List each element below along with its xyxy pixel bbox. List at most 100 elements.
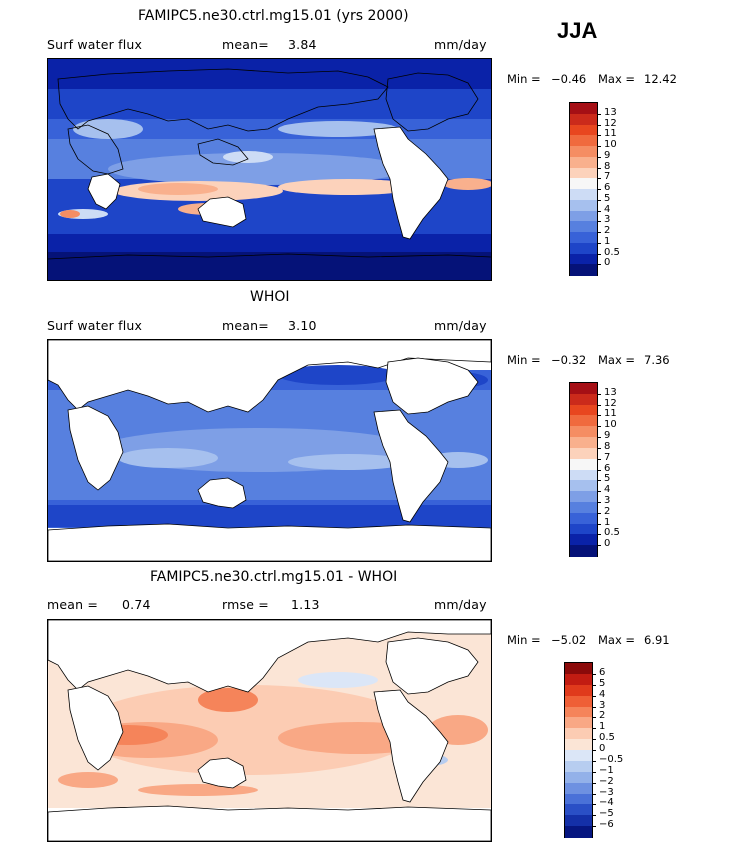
panel1-title: FAMIPC5.ne30.ctrl.mg15.01 (yrs 2000) — [138, 8, 409, 24]
panel3-mean-label: mean = — [47, 597, 99, 612]
colorbar-tick — [597, 458, 601, 460]
colorbar-tick — [597, 523, 601, 525]
colorbar-tick-label: 5 — [599, 677, 606, 689]
colorbar-tick — [597, 199, 601, 201]
colorbar-segment — [570, 480, 597, 492]
colorbar-tick-label: 9 — [604, 149, 611, 161]
colorbar-tick-label: −0.5 — [599, 753, 624, 765]
colorbar-segment — [570, 469, 597, 481]
colorbar-tick-label: 3 — [604, 494, 611, 506]
colorbar-segment — [570, 124, 597, 136]
colorbar-segment — [565, 750, 592, 762]
colorbar-tick-label: 7 — [604, 171, 611, 183]
colorbar-tick — [597, 146, 601, 147]
colorbar-tick — [597, 156, 601, 158]
colorbar-tick-label: 2 — [604, 505, 611, 517]
colorbar-segment — [570, 264, 597, 276]
colorbar-segment — [570, 167, 597, 179]
colorbar-tick-label: 0.5 — [604, 246, 620, 258]
colorbar-tick — [597, 124, 601, 126]
colorbar-tick-label: 5 — [604, 192, 611, 204]
colorbar-tick — [597, 415, 601, 417]
colorbar-segment — [565, 771, 592, 784]
colorbar-tick — [597, 437, 601, 439]
colorbar-tick-label: 6 — [604, 462, 611, 474]
colorbar-tick-label: 1 — [599, 721, 606, 733]
colorbar-tick-label: 0.5 — [604, 527, 620, 539]
colorbar-tick-label: 3 — [604, 214, 611, 226]
colorbar-tick — [592, 717, 596, 719]
panel3-min-label: Min = — [507, 633, 541, 647]
panel3-rmse-label: rmse = — [222, 597, 269, 612]
colorbar-tick — [597, 264, 601, 266]
colorbar-segment — [570, 512, 597, 525]
colorbar-tick — [592, 793, 596, 795]
colorbar-segment — [570, 199, 597, 211]
colorbar-tick-label: −6 — [599, 819, 614, 831]
colorbar-segment — [570, 242, 597, 254]
panel1-colorbar — [569, 102, 601, 276]
colorbar-tick-label: 0 — [604, 538, 611, 550]
colorbar-tick — [592, 695, 596, 697]
panel2-max-label: Max = — [598, 353, 636, 367]
colorbar-tick — [597, 512, 601, 514]
colorbar-segment — [570, 221, 597, 233]
colorbar-segment — [570, 210, 597, 222]
colorbar-segment — [570, 178, 597, 190]
colorbar-tick-label: −5 — [599, 808, 614, 820]
colorbar-tick-label: −3 — [599, 786, 614, 798]
colorbar-tick — [592, 684, 596, 686]
colorbar-tick — [597, 545, 601, 547]
colorbar-tick — [597, 447, 601, 449]
colorbar-segment — [570, 146, 597, 158]
colorbar-segment — [570, 232, 597, 244]
colorbar-tick-label: 12 — [604, 117, 617, 129]
colorbar-segment — [570, 383, 597, 395]
colorbar-segment — [565, 793, 592, 805]
colorbar-tick-label: 0 — [599, 743, 606, 754]
colorbar-segment — [570, 437, 597, 449]
colorbar-segment — [570, 404, 597, 416]
colorbar-segment — [570, 458, 597, 470]
colorbar-tick-label: 4 — [599, 688, 606, 700]
colorbar-tick — [597, 113, 601, 115]
colorbar-segment — [570, 545, 597, 557]
colorbar-segment — [570, 189, 597, 201]
colorbar-tick — [597, 480, 601, 482]
colorbar-tick-label: 7 — [604, 451, 611, 463]
colorbar-tick — [597, 221, 601, 223]
panel3-min-value: −5.02 — [551, 633, 587, 647]
panel3-map — [47, 619, 492, 842]
panel1-mean-value: 3.84 — [288, 37, 317, 52]
colorbar-segment — [570, 135, 597, 147]
colorbar-segment — [565, 673, 592, 686]
colorbar-tick-label: −4 — [599, 797, 614, 809]
panel3-mean-value: 0.74 — [122, 597, 151, 612]
colorbar-tick-label: 8 — [604, 440, 611, 452]
panel3-units: mm/day — [434, 597, 487, 612]
panel2-min-label: Min = — [507, 353, 541, 367]
colorbar-segment — [570, 426, 597, 438]
colorbar-tick — [597, 178, 601, 180]
colorbar-tick-label: 2 — [599, 710, 606, 722]
panel1-mean-label: mean= — [222, 37, 269, 52]
colorbar-segment — [570, 447, 597, 460]
colorbar-segment — [565, 826, 592, 838]
panel3-title: FAMIPC5.ne30.ctrl.mg15.01 - WHOI — [150, 569, 398, 585]
colorbar-tick-label: 0 — [604, 257, 611, 269]
colorbar-tick — [597, 232, 601, 233]
colorbar-tick — [597, 135, 601, 137]
panel1-max-label: Max = — [598, 72, 636, 86]
colorbar-segment — [565, 706, 592, 718]
colorbar-tick — [597, 491, 601, 493]
panel3-max-value: 6.91 — [644, 633, 670, 647]
colorbar-tick — [597, 393, 601, 395]
colorbar-segment — [565, 804, 592, 816]
colorbar-tick — [592, 750, 596, 751]
season-label: JJA — [557, 18, 598, 43]
colorbar-tick-label: −1 — [599, 764, 614, 776]
panel2-field-label: Surf water flux — [47, 318, 143, 333]
colorbar-segment — [570, 393, 597, 406]
panel2-units: mm/day — [434, 318, 487, 333]
panel1-map — [47, 58, 492, 281]
